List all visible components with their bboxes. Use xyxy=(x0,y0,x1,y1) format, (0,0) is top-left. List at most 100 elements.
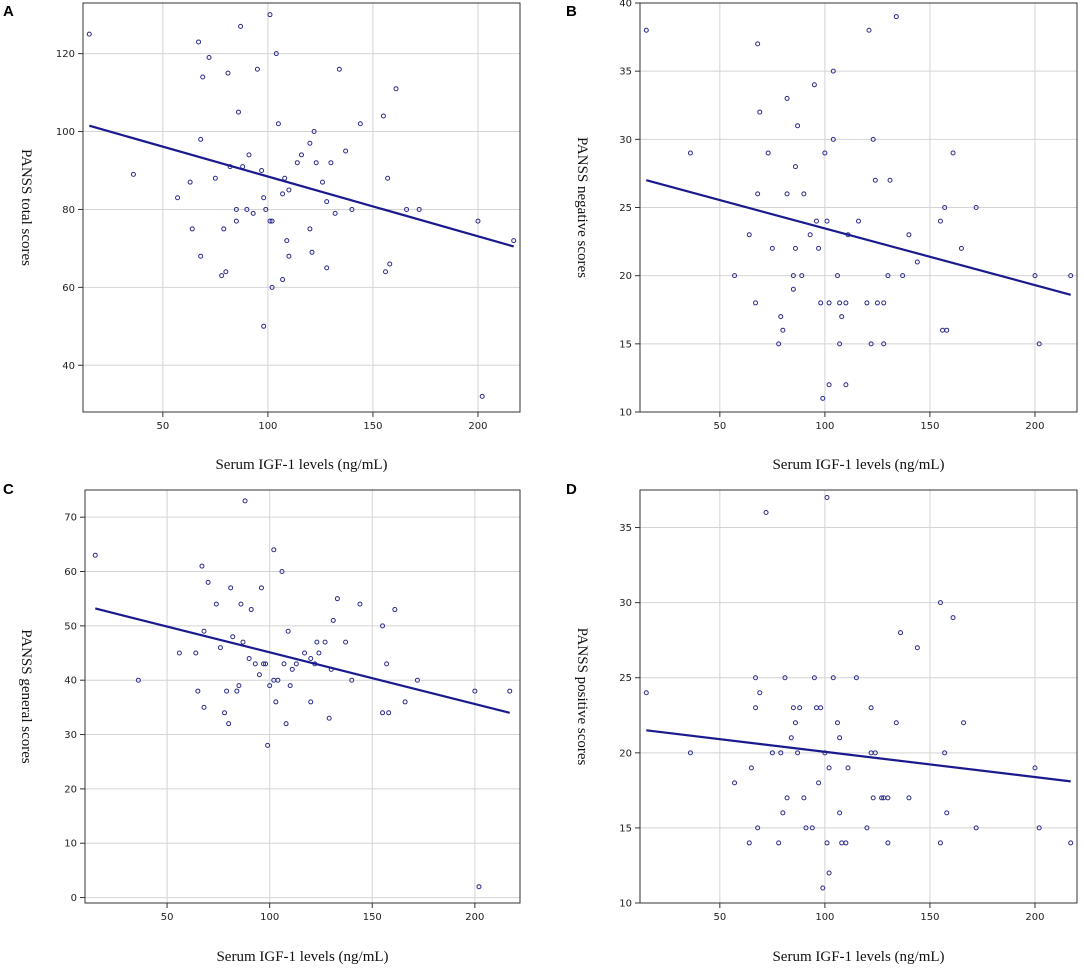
x-tick-label: 50 xyxy=(713,421,726,432)
x-axis-label: Serum IGF-1 levels (ng/mL) xyxy=(215,457,387,473)
data-point xyxy=(511,238,517,244)
data-point xyxy=(881,300,887,306)
data-point xyxy=(357,601,363,607)
data-point xyxy=(332,210,338,216)
data-point xyxy=(238,23,244,29)
panel-letter-b: B xyxy=(566,3,577,20)
data-point xyxy=(234,688,240,694)
data-point xyxy=(263,206,269,212)
data-point xyxy=(284,238,290,244)
data-point xyxy=(206,55,212,61)
y-tick-label: 20 xyxy=(64,784,77,795)
data-point xyxy=(776,341,782,347)
x-tick-label: 200 xyxy=(1025,421,1044,432)
data-point xyxy=(246,152,252,158)
data-point xyxy=(797,705,803,711)
data-point xyxy=(1068,840,1074,846)
data-point xyxy=(384,661,390,667)
data-point xyxy=(784,191,790,197)
data-point xyxy=(769,245,775,251)
data-point xyxy=(263,661,269,667)
data-point xyxy=(224,688,230,694)
data-point xyxy=(86,31,92,37)
data-point xyxy=(343,639,349,645)
data-point xyxy=(196,39,202,45)
data-point xyxy=(330,617,336,623)
data-point xyxy=(293,661,299,667)
y-tick-label: 30 xyxy=(64,730,77,741)
y-tick-label: 15 xyxy=(619,339,632,350)
data-point xyxy=(472,688,478,694)
data-point xyxy=(217,645,223,651)
data-point xyxy=(757,690,763,696)
data-point xyxy=(254,66,260,72)
data-point xyxy=(176,650,182,656)
regression-line xyxy=(89,124,514,248)
data-point xyxy=(757,109,763,115)
plot-frame xyxy=(639,489,1078,904)
data-point xyxy=(308,699,314,705)
y-tick-label: 10 xyxy=(619,899,632,910)
data-point xyxy=(940,327,946,333)
data-point xyxy=(343,148,349,154)
x-tick-label: 150 xyxy=(920,421,939,432)
data-point xyxy=(1068,273,1074,279)
data-point xyxy=(834,273,840,279)
data-point xyxy=(287,683,293,689)
data-point xyxy=(937,600,943,606)
data-point xyxy=(302,650,308,656)
data-point xyxy=(845,765,851,771)
data-point xyxy=(1036,825,1042,831)
data-point xyxy=(870,136,876,142)
data-point xyxy=(950,615,956,621)
regression-line xyxy=(94,607,511,714)
data-point xyxy=(357,121,363,127)
panel-a: 50 100 150 200 40 60 80 100 120 Serum IGF-1 level… xyxy=(3,2,521,473)
data-point xyxy=(753,705,759,711)
data-point xyxy=(784,95,790,101)
data-point xyxy=(885,795,891,801)
data-point xyxy=(795,123,801,129)
data-point xyxy=(283,721,289,727)
data-point xyxy=(334,596,340,602)
data-point xyxy=(280,277,286,283)
data-point xyxy=(813,218,819,224)
data-point xyxy=(414,677,420,683)
data-point xyxy=(937,840,943,846)
data-point xyxy=(782,675,788,681)
y-tick-label: 30 xyxy=(619,598,632,609)
y-axis-label: PANSS general scores xyxy=(18,629,34,764)
data-point xyxy=(801,795,807,801)
data-point xyxy=(475,218,481,224)
data-point xyxy=(813,705,819,711)
data-point xyxy=(252,661,258,667)
data-point xyxy=(416,206,422,212)
data-point xyxy=(130,171,136,177)
data-point xyxy=(235,109,241,115)
data-point xyxy=(799,273,805,279)
data-point xyxy=(769,750,775,756)
data-point xyxy=(872,750,878,756)
data-point xyxy=(824,495,830,501)
data-point xyxy=(864,825,870,831)
data-point xyxy=(236,683,242,689)
y-axis-label: PANSS negative scores xyxy=(574,137,590,278)
data-point xyxy=(898,630,904,636)
y-axis-label: PANSS positive scores xyxy=(574,628,590,766)
data-point xyxy=(843,382,849,388)
data-point xyxy=(807,232,813,238)
data-point xyxy=(228,585,234,591)
data-point xyxy=(275,677,281,683)
data-point xyxy=(258,585,264,591)
data-point xyxy=(795,750,801,756)
x-tick-label: 150 xyxy=(363,912,382,923)
y-tick-label: 0 xyxy=(71,893,77,904)
data-point xyxy=(261,195,267,201)
data-point xyxy=(887,177,893,183)
data-point xyxy=(328,160,334,166)
x-tick-label: 50 xyxy=(156,421,169,432)
panel-c: 50 100 150 200 0 10 20 30 40 50 60 70 Serum IGF-1 le… xyxy=(3,481,521,965)
data-point xyxy=(973,825,979,831)
y-tick-label: 100 xyxy=(56,127,75,138)
